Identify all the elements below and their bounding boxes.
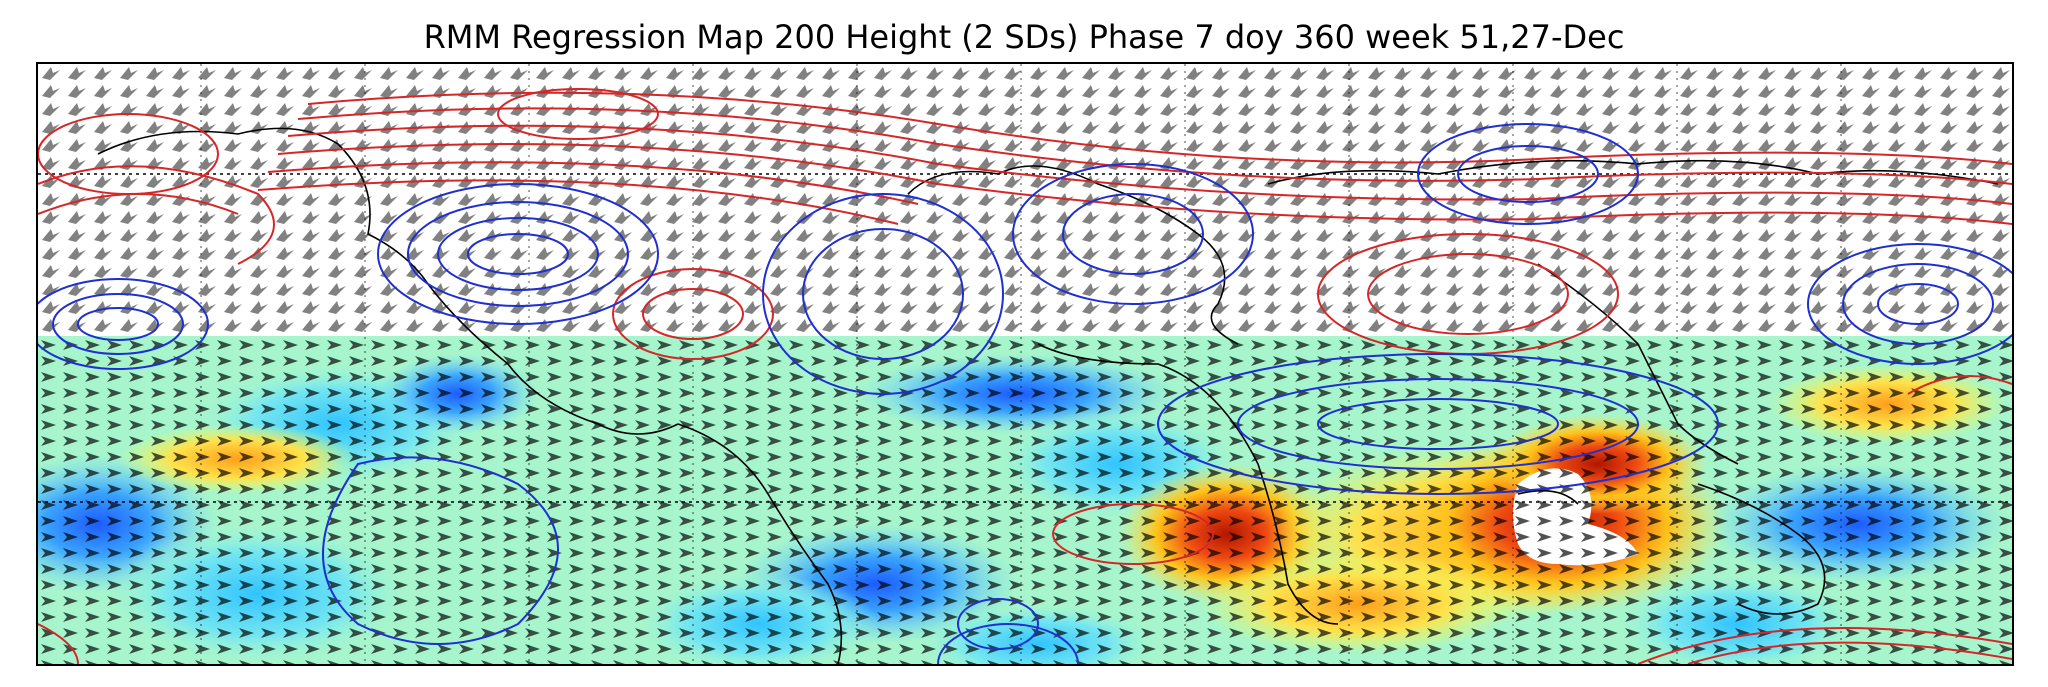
coastlines: [97, 127, 1999, 664]
map-canvas: [38, 64, 2012, 664]
longitude-gridlines: [200, 64, 1842, 664]
map-title: RMM Regression Map 200 Height (2 SDs) Ph…: [423, 18, 1625, 56]
regression-map: [36, 62, 2014, 666]
negative-height-contours: [38, 123, 2012, 664]
